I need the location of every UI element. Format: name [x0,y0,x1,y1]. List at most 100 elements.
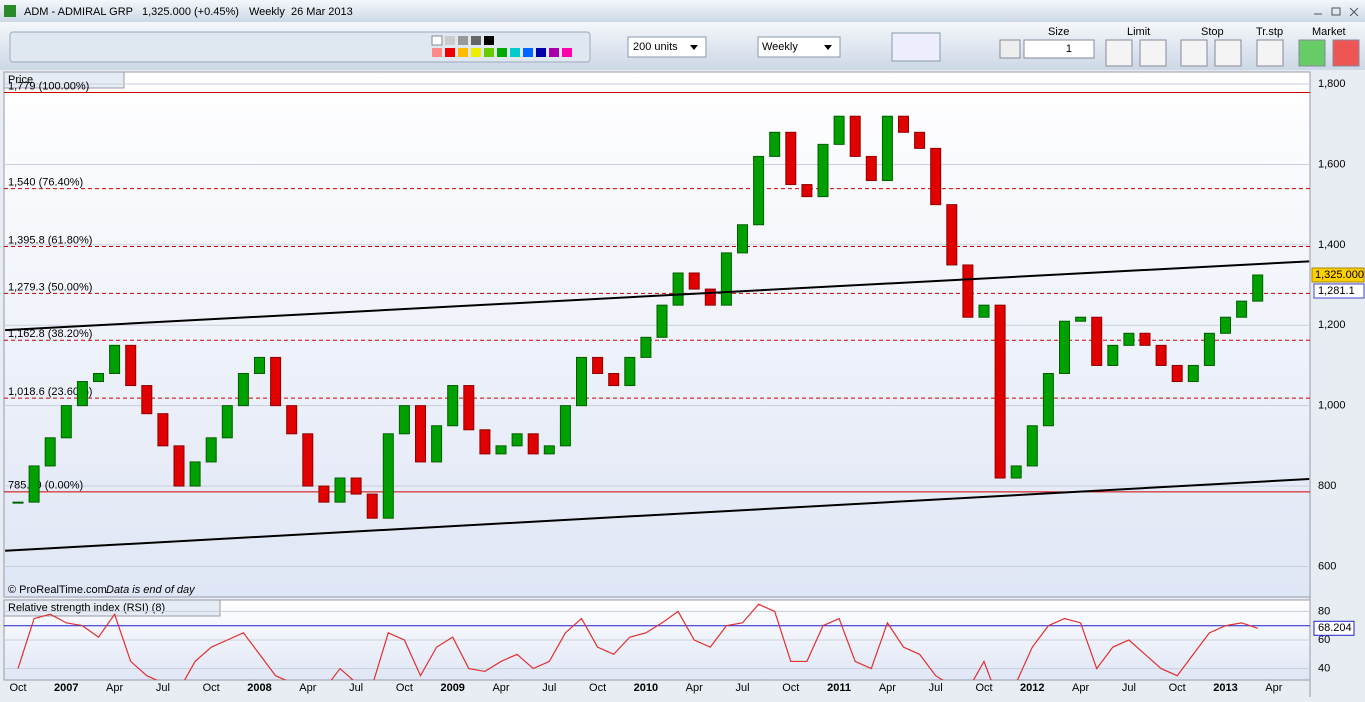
candle [366,493,378,519]
x-tick-label: Jul [156,682,170,694]
x-tick-label: Apr [879,682,896,694]
candle [1220,316,1231,334]
candle [125,344,137,387]
date: 26 Mar 2013 [291,6,353,18]
panel-title: Relative strength index (RSI) (8) [8,602,165,614]
y-tick-label: 1,200 [1318,319,1346,331]
candle [817,143,829,198]
candle [1252,274,1264,302]
candle [109,344,121,374]
x-tick-label: Jul [349,682,363,694]
maximize[interactable] [1331,7,1341,16]
order-label: Limit [1127,26,1150,38]
color-palette [431,35,572,57]
candle [962,264,974,318]
x-tick-label: Oct [975,682,992,694]
candle [1123,332,1135,346]
candle [157,413,169,447]
x-tick-label: Oct [1169,682,1186,694]
fib-label: 1,779 (100.00%) [8,80,89,92]
fib-label: 1,018.6 (23.60%) [8,386,92,398]
candle [801,184,813,198]
x-tick-label: Apr [106,682,123,694]
size-input[interactable] [1023,39,1095,59]
candle [318,485,330,503]
timeframe-select[interactable] [757,36,841,58]
candle [12,501,24,504]
units: 200 units [633,41,678,53]
market-buy[interactable] [1298,39,1326,67]
candle [1075,316,1087,322]
close[interactable] [1349,7,1359,17]
candle [447,385,459,427]
candle [978,304,990,318]
y-tick-label: 1,600 [1318,158,1346,170]
limit-buy[interactable] [1105,39,1133,67]
candle [511,433,523,447]
quote: 1,325.000 (+0.45%) [142,6,239,18]
candle [672,272,684,306]
stop-sell[interactable] [1214,39,1242,67]
panel-title: Price [8,74,33,86]
candle [543,445,555,455]
y-tick-label: 80 [1318,605,1330,617]
market-sell[interactable] [1332,39,1360,67]
candle [270,356,282,407]
candle [720,252,732,306]
stop-buy[interactable] [1180,39,1208,67]
candle [914,131,926,149]
drawing-tools[interactable] [9,31,591,63]
fib-label: 1,279.3 (50.00%) [8,281,92,293]
candle [1139,332,1151,346]
last-price-box [1311,267,1365,283]
size-label: Size [1048,26,1069,38]
candle [205,437,217,463]
units-select[interactable] [627,36,707,58]
ma-value: 1,281.1 [1318,285,1355,297]
candle [60,405,72,439]
order-label: Stop [1201,26,1224,38]
x-tick-label: Jul [542,682,556,694]
candle [141,385,153,415]
y-tick-label: 600 [1318,560,1336,572]
candle [688,272,700,290]
x-tick-label: 2008 [247,682,271,694]
candle [463,385,475,431]
candle [431,425,443,463]
y-tick-label: 800 [1318,480,1336,492]
candle [93,372,104,383]
candle [994,304,1006,479]
candle [946,204,958,266]
x-tick-label: 2013 [1213,682,1237,694]
trailing-stop[interactable] [1256,39,1284,67]
candle [1187,364,1199,383]
x-tick-label: Oct [589,682,606,694]
x-tick-label: Oct [203,682,220,694]
ma-label-box [1313,283,1365,299]
candle [656,304,668,338]
dropdown-arrow [690,45,698,50]
y-tick-label: 1,000 [1318,400,1346,412]
candle [415,405,426,463]
indicators-button[interactable] [891,32,941,62]
dropdown-arrow [824,45,832,50]
limit-sell[interactable] [1139,39,1167,67]
rsi-value-box [1313,620,1355,636]
rsi-header [3,599,221,617]
copyright: © ProRealTime.com [8,584,107,596]
x-tick-label: Apr [492,682,509,694]
candle [1203,332,1215,366]
fib-label: 1,540 (76.40%) [8,176,83,188]
y-tick-label: 1,400 [1318,239,1346,251]
candle [930,147,942,206]
candle [1171,364,1183,383]
last-price: 1,325.000 [1315,269,1364,281]
candle [769,131,781,157]
y-tick-label: 1,800 [1318,78,1346,90]
period: Weekly [249,6,285,18]
candle [398,405,410,435]
candle [173,445,185,487]
settings-button[interactable] [999,39,1021,59]
x-tick-label: Apr [299,682,316,694]
